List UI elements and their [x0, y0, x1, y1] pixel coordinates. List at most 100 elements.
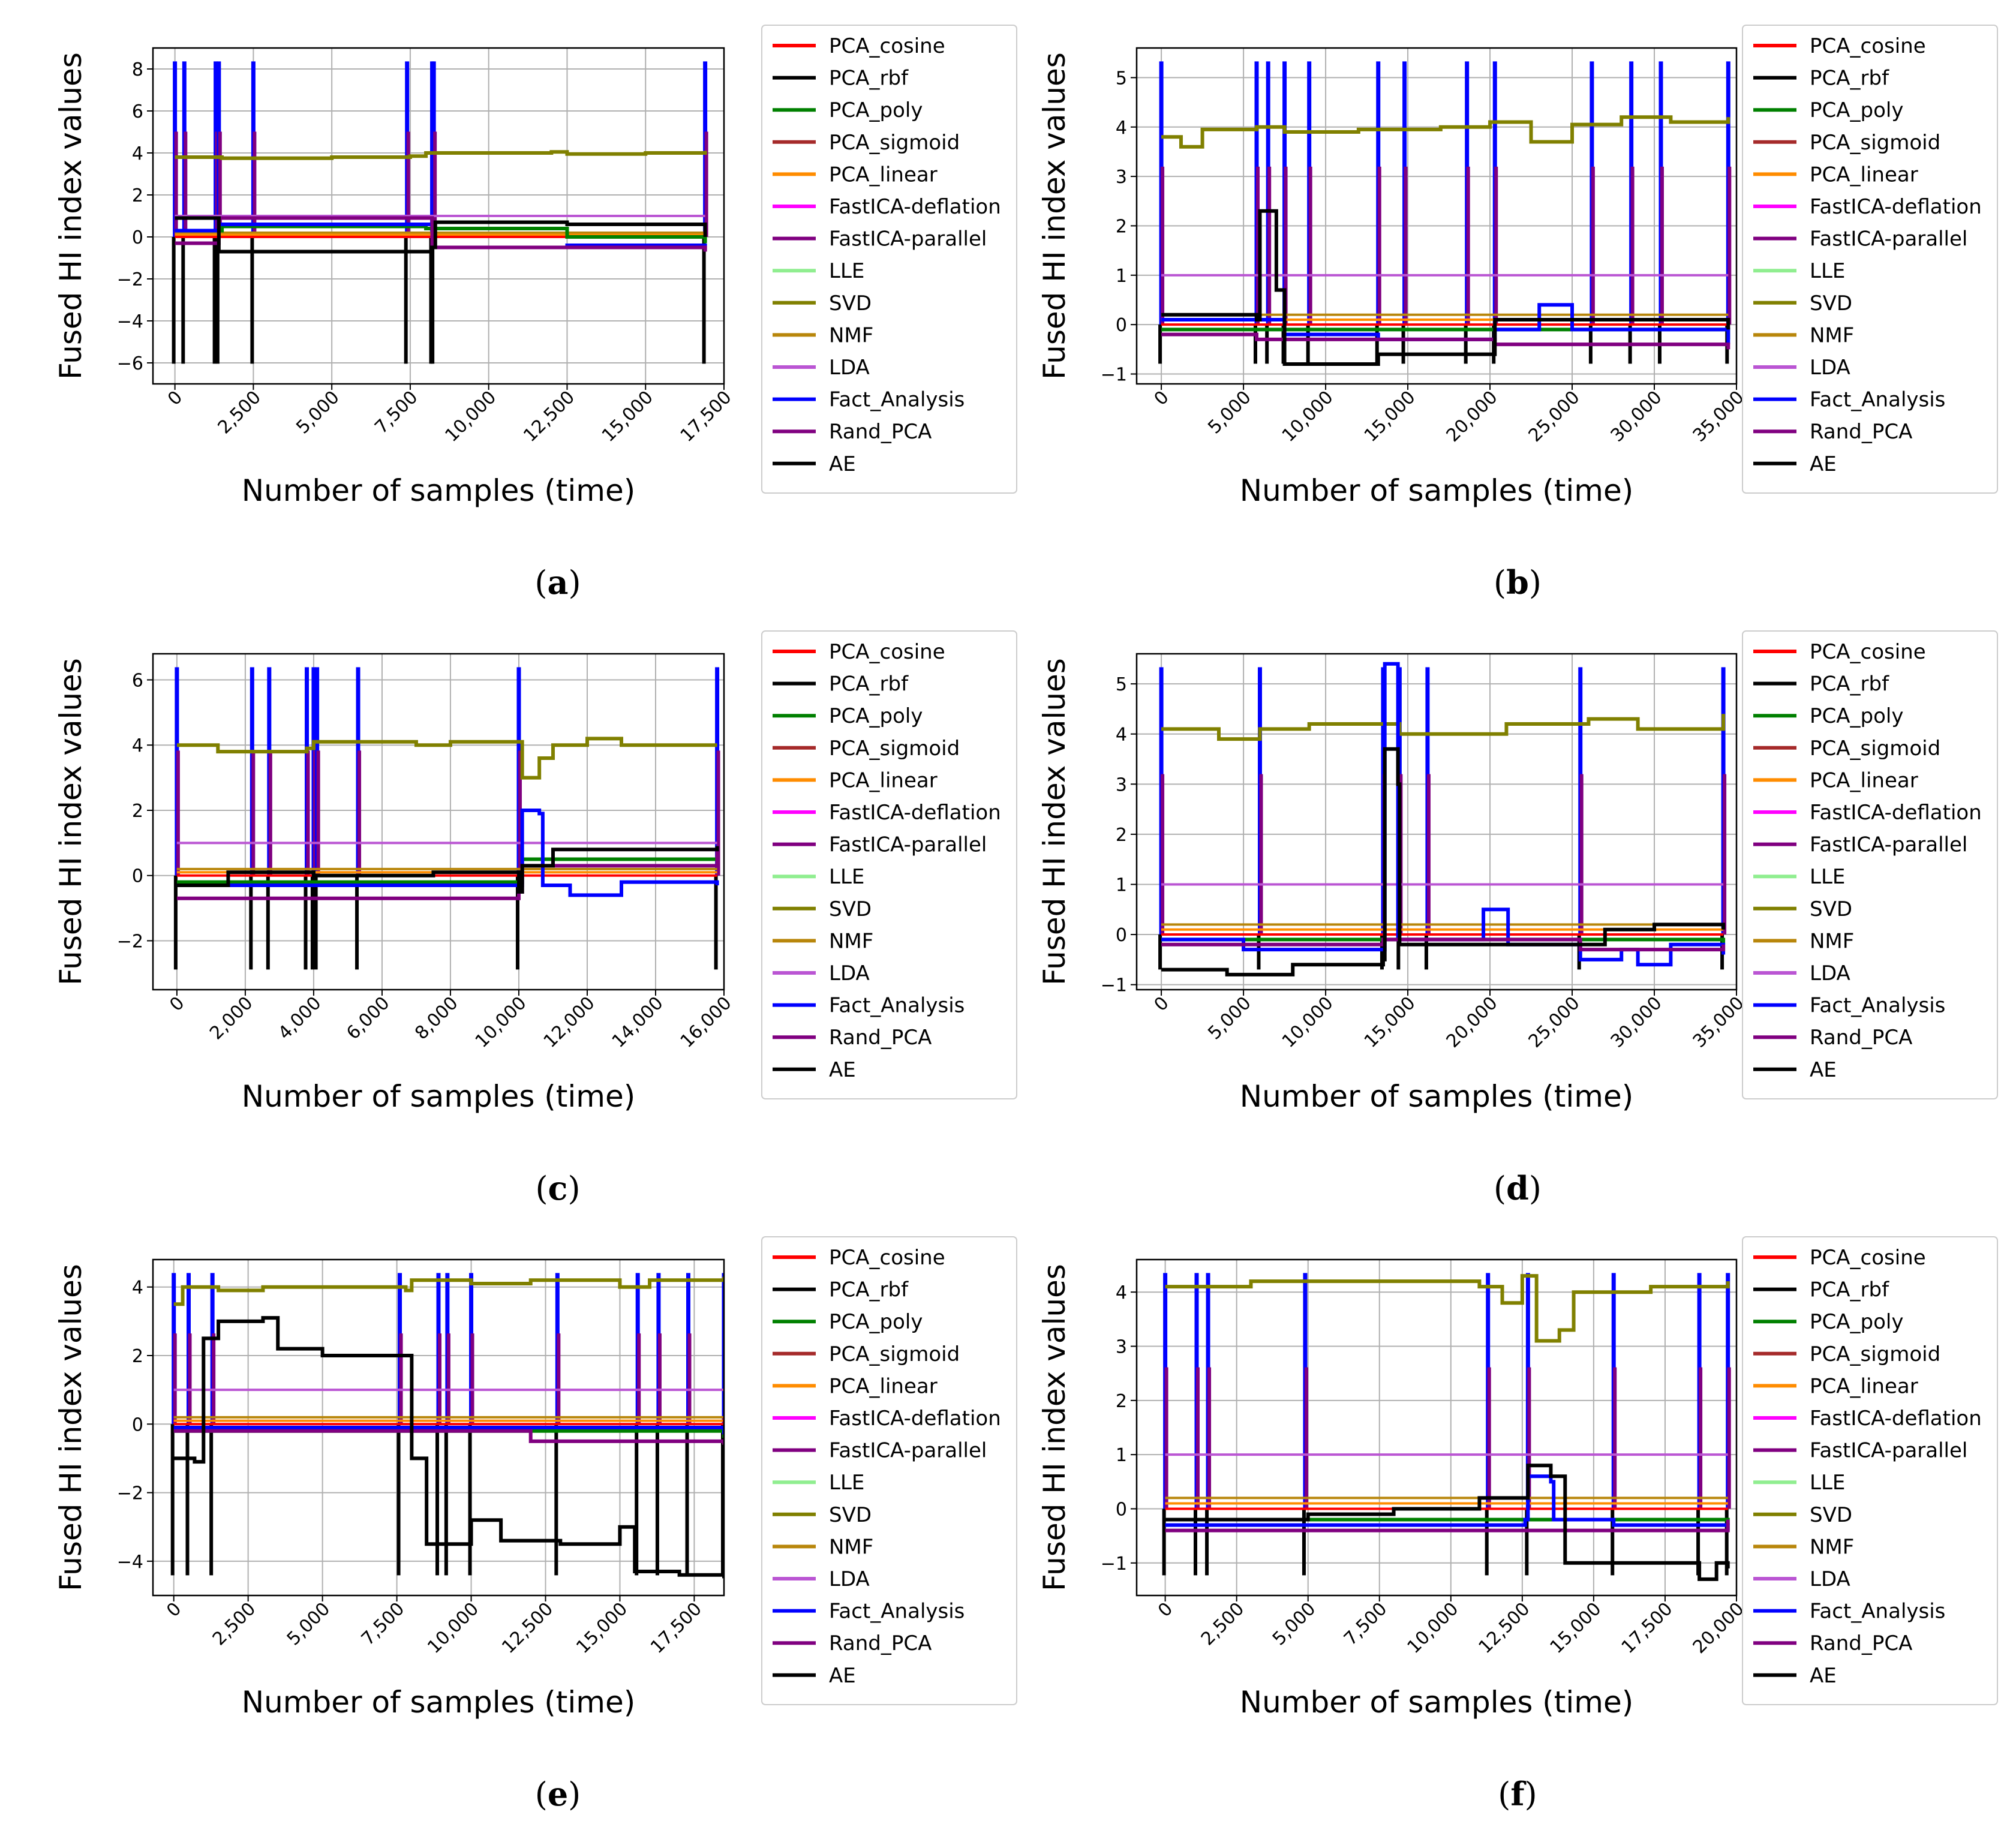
legend-label: PCA_linear	[1810, 1374, 1918, 1398]
x-tick-label: 8,000	[411, 993, 462, 1044]
x-tick-label: 7,500	[1340, 1598, 1391, 1649]
y-axis-label: Fused HI index values	[1037, 1264, 1072, 1591]
caption-paren-open: (	[1494, 564, 1506, 602]
legend-label: FastICA-parallel	[829, 833, 987, 857]
y-tick-label: 1	[1116, 875, 1127, 896]
legend-label: AE	[829, 1664, 856, 1688]
x-tick-label: 0	[1150, 387, 1173, 410]
plot-frame	[1135, 1258, 1738, 1597]
legend-label: Rand_PCA	[1810, 1026, 1912, 1050]
y-tick-label: 4	[1116, 725, 1127, 746]
legend-label: PCA_linear	[829, 1374, 938, 1398]
x-tick-label: 5,000	[1269, 1598, 1320, 1649]
x-axis-label: Number of samples (time)	[1240, 1079, 1634, 1114]
legend-label: Rand_PCA	[829, 1631, 932, 1655]
x-tick-label: 10,000	[471, 993, 531, 1052]
legend-label: PCA_linear	[1810, 768, 1918, 792]
legend-box	[761, 25, 1017, 494]
series-line-rand-pca	[1165, 1519, 1730, 1533]
legend-label: PCA_linear	[829, 163, 938, 187]
x-tick-label: 12,500	[519, 387, 579, 446]
legend-label: FastICA-parallel	[1810, 227, 1967, 251]
caption-paren-close: )	[569, 564, 581, 602]
legend-label: Fact_Analysis	[829, 994, 965, 1018]
x-tick-label: 0	[1154, 1598, 1177, 1621]
legend-label: Fact_Analysis	[1810, 388, 1945, 412]
chart-panel-a: −6 −4 −2 0 2 4 6 8 0 2,500 5,000 7,500 10,000 12,500 1…	[53, 25, 1017, 602]
legend-label: LLE	[1810, 1471, 1845, 1495]
legend-label: PCA_sigmoid	[829, 1342, 960, 1366]
legend-label: PCA_linear	[829, 768, 938, 792]
caption-paren-close: )	[567, 1170, 580, 1207]
legend-label: PCA_rbf	[829, 67, 909, 91]
series-line-ae	[175, 216, 707, 254]
legend-label: PCA_poly	[829, 704, 923, 728]
legend-box	[1742, 1236, 1998, 1705]
legend: PCA_cosine PCA_rbf PCA_poly PCA_sigmoid PCA_…	[1742, 630, 1998, 1099]
y-tick-label: 5	[1116, 68, 1127, 89]
x-tick-label: 17,500	[1618, 1598, 1677, 1658]
legend-label: FastICA-deflation	[829, 195, 1001, 219]
y-tick-label: 1	[1116, 266, 1127, 287]
x-tick-label: 12,500	[498, 1598, 557, 1658]
y-tick-label: 2	[1116, 825, 1127, 846]
series-line-fact-analysis	[173, 1426, 724, 1435]
panel-caption: (f)	[1498, 1775, 1537, 1813]
x-axis-label: Number of samples (time)	[242, 1685, 636, 1720]
legend: PCA_cosine PCA_rbf PCA_poly PCA_sigmoid PCA_…	[1742, 25, 1998, 494]
legend-label: PCA_linear	[1810, 163, 1918, 187]
panel-caption: (b)	[1494, 563, 1542, 602]
series-line-ae	[1165, 1464, 1730, 1581]
plot-area	[1137, 1260, 1736, 1595]
y-tick-label: 2	[1116, 216, 1127, 237]
caption-letter: c	[548, 1169, 568, 1207]
x-tick-label: 15,000	[572, 1598, 632, 1658]
caption-paren-close: )	[568, 1775, 581, 1813]
legend-label: PCA_sigmoid	[829, 131, 960, 155]
y-tick-label: −1	[1101, 1553, 1127, 1574]
series-line-svd	[175, 150, 707, 160]
x-tick-label: 2,500	[1197, 1598, 1248, 1649]
x-tick-label: 5,000	[1204, 387, 1255, 438]
plot-area	[153, 654, 724, 990]
legend-label: SVD	[829, 292, 872, 315]
legend-label: FastICA-deflation	[1810, 195, 1982, 219]
x-axis-label: Number of samples (time)	[1240, 1685, 1634, 1720]
x-tick-label: 14,000	[608, 993, 668, 1052]
caption-paren-open: (	[535, 1775, 548, 1813]
legend-label: NMF	[829, 1535, 873, 1559]
legend-label: LDA	[829, 1567, 870, 1591]
y-axis-label: Fused HI index values	[53, 658, 88, 985]
legend-label: LLE	[829, 1471, 864, 1495]
x-tick-label: 5,000	[283, 1598, 334, 1649]
y-tick-label: −4	[117, 1552, 143, 1573]
legend-label: SVD	[829, 1503, 872, 1527]
series-line-rand-pca	[173, 1429, 724, 1445]
legend-label: FastICA-deflation	[1810, 1407, 1982, 1431]
x-tick-label: 17,500	[647, 1598, 706, 1658]
caption-letter: d	[1506, 1169, 1529, 1207]
legend-label: LLE	[829, 865, 864, 889]
panel-caption: (e)	[535, 1775, 581, 1813]
y-tick-label: 5	[1116, 674, 1127, 695]
legend-label: NMF	[1810, 1535, 1854, 1559]
caption-letter: f	[1510, 1775, 1527, 1813]
series-group	[172, 61, 708, 364]
legend-label: AE	[1810, 1058, 1837, 1082]
legend-label: SVD	[1810, 1503, 1852, 1527]
x-axis-label: Number of samples (time)	[1240, 473, 1634, 508]
legend: PCA_cosine PCA_rbf PCA_poly PCA_sigmoid PCA_…	[1742, 1236, 1998, 1705]
y-tick-label: 6	[132, 670, 143, 691]
x-tick-label: 35,000	[1689, 387, 1748, 446]
x-tick-label: 15,000	[1360, 387, 1420, 446]
y-tick-label: 0	[1116, 315, 1127, 336]
legend-label: FastICA-deflation	[829, 1407, 1001, 1431]
legend-label: PCA_cosine	[1810, 640, 1926, 664]
y-tick-label: −2	[117, 269, 143, 290]
legend-label: PCA_sigmoid	[1810, 131, 1940, 155]
legend-box	[1742, 25, 1998, 494]
x-axis-label: Number of samples (time)	[242, 473, 636, 508]
y-tick-label: 2	[132, 185, 143, 206]
legend-label: PCA_poly	[1810, 704, 1903, 728]
